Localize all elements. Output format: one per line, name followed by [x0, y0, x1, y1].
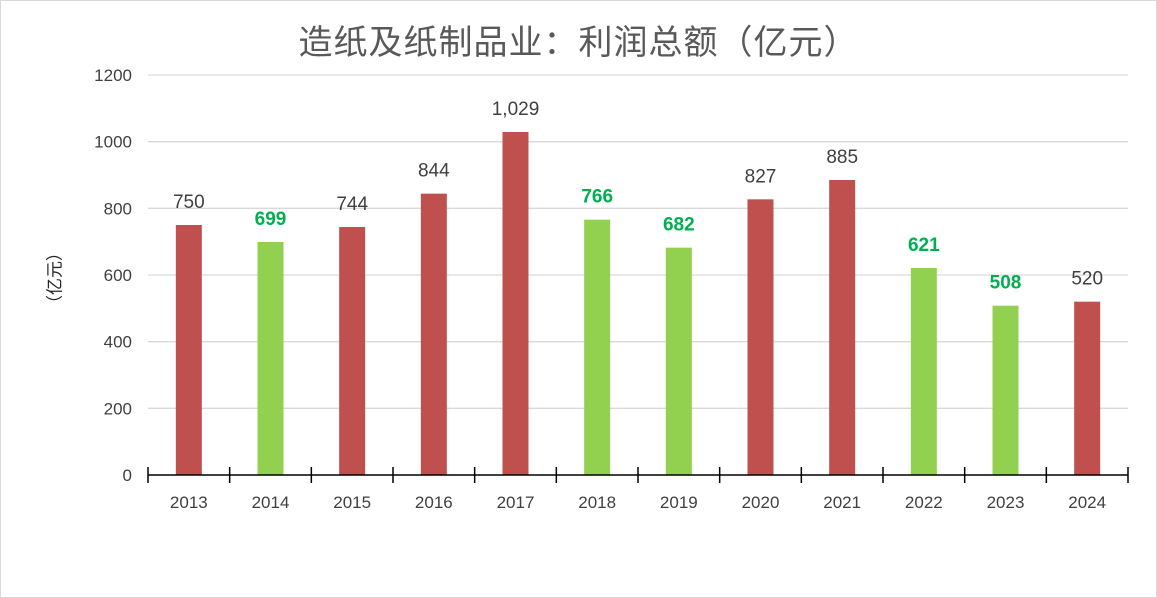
bar-2024 [1074, 301, 1101, 475]
gridlines [148, 74, 1128, 409]
bar-2015 [339, 227, 366, 475]
x-tick-label-2016: 2016 [415, 493, 453, 512]
x-axis [147, 467, 1129, 483]
data-label-2024: 520 [1071, 269, 1103, 290]
data-label-2015: 744 [336, 194, 368, 215]
y-tick-label: 200 [104, 399, 132, 418]
bar-2016 [420, 193, 447, 475]
bar-2022 [910, 268, 937, 475]
data-labels: 750 699 744 844 1,029 766 682 827 885 621 508 520 [173, 99, 1103, 294]
x-tick-label-2024: 2024 [1068, 493, 1106, 512]
y-tick-label: 1000 [94, 133, 132, 152]
x-tick-label-2023: 2023 [987, 493, 1025, 512]
bar-2018 [584, 219, 611, 475]
x-tick-label-2014: 2014 [252, 493, 290, 512]
x-tick-label-2018: 2018 [578, 493, 616, 512]
data-label-2021: 885 [826, 147, 858, 168]
y-tick-labels: 0 200 400 600 800 1000 1200 [94, 66, 132, 485]
data-label-2017: 1,029 [492, 99, 540, 120]
bars [175, 132, 1101, 476]
data-label-2022: 621 [908, 235, 940, 256]
bar-2020 [747, 199, 774, 476]
bar-2019 [665, 247, 692, 475]
bar-2013 [175, 225, 202, 475]
bar-2023 [992, 305, 1019, 475]
data-label-2018: 766 [581, 187, 613, 208]
x-tick-label-2021: 2021 [823, 493, 861, 512]
data-label-2023: 508 [990, 273, 1022, 294]
x-tick-label-2022: 2022 [905, 493, 943, 512]
data-label-2016: 844 [418, 161, 450, 182]
x-tick-label-2017: 2017 [497, 493, 535, 512]
y-tick-label: 800 [104, 199, 132, 218]
y-tick-label: 1200 [94, 66, 132, 85]
y-tick-label: 600 [104, 266, 132, 285]
data-label-2020: 827 [745, 166, 777, 187]
y-tick-label: 0 [123, 466, 132, 485]
bar-2017 [502, 132, 529, 475]
x-tick-label-2015: 2015 [333, 493, 371, 512]
bar-2014 [257, 242, 284, 475]
y-tick-label: 400 [104, 333, 132, 352]
data-label-2014: 699 [255, 209, 287, 230]
data-label-2019: 682 [663, 215, 695, 236]
x-tick-label-2013: 2013 [170, 493, 208, 512]
bar-2021 [829, 180, 856, 475]
x-tick-labels: 2013 2014 2015 2016 2017 2018 2019 2020 2021 2022… [170, 493, 1106, 512]
x-tick-label-2020: 2020 [742, 493, 780, 512]
data-label-2013: 750 [173, 192, 205, 213]
x-tick-label-2019: 2019 [660, 493, 698, 512]
chart-title: 造纸及纸制品业：利润总额（亿元） [298, 23, 859, 63]
